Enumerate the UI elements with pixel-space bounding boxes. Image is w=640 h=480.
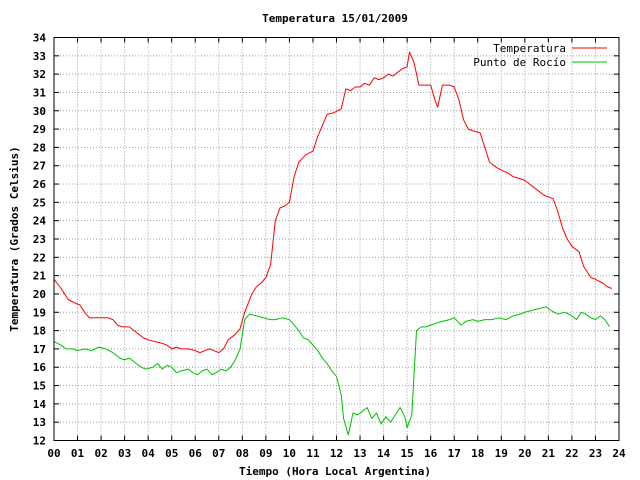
x-tick-label: 06 xyxy=(189,447,203,460)
x-tick-labels: 00 01 02 03 04 05 06 07 08 09 10 11 12 13 14 15 16 17 18 19… xyxy=(47,447,626,460)
chart-title: Temperatura 15/01/2009 xyxy=(262,12,408,25)
y-tick-label: 25 xyxy=(33,196,46,209)
y-tick-label: 34 xyxy=(33,32,47,45)
y-tick-label: 21 xyxy=(33,270,47,283)
x-tick-label: 21 xyxy=(542,447,556,460)
x-tick-label: 09 xyxy=(259,447,272,460)
x-tick-label: 24 xyxy=(612,447,626,460)
y-tick-label: 18 xyxy=(33,325,46,338)
x-tick-label: 01 xyxy=(71,447,85,460)
y-tick-label: 33 xyxy=(33,50,46,63)
x-tick-label: 10 xyxy=(283,447,296,460)
x-tick-label: 13 xyxy=(353,447,366,460)
legend-label: Punto de Rocío xyxy=(473,56,566,69)
y-tick-label: 27 xyxy=(33,160,46,173)
x-tick-label: 05 xyxy=(165,447,178,460)
y-tick-label: 16 xyxy=(33,361,47,374)
y-tick-label: 15 xyxy=(33,380,46,393)
y-tick-label: 22 xyxy=(33,251,46,264)
x-tick-label: 18 xyxy=(471,447,484,460)
x-tick-label: 20 xyxy=(518,447,531,460)
x-tick-label: 19 xyxy=(495,447,508,460)
y-axis-title: Temperatura (Grados Celsius) xyxy=(8,146,21,331)
y-tick-label: 26 xyxy=(33,178,47,191)
y-tick-label: 28 xyxy=(33,141,46,154)
y-tick-label: 23 xyxy=(33,233,46,246)
x-tick-label: 23 xyxy=(589,447,602,460)
x-tick-label: 11 xyxy=(306,447,320,460)
x-tick-label: 08 xyxy=(236,447,249,460)
y-tick-label: 20 xyxy=(33,288,46,301)
y-tick-label: 24 xyxy=(33,215,47,228)
x-tick-label: 00 xyxy=(47,447,60,460)
x-tick-label: 15 xyxy=(401,447,414,460)
y-tick-label: 17 xyxy=(33,343,46,356)
y-tick-label: 30 xyxy=(33,105,46,118)
x-tick-label: 04 xyxy=(142,447,156,460)
legend-label: Temperatura xyxy=(493,42,566,55)
series-line-1 xyxy=(53,51,613,354)
x-tick-label: 02 xyxy=(94,447,107,460)
x-tick-label: 16 xyxy=(424,447,438,460)
x-tick-label: 17 xyxy=(448,447,461,460)
y-tick-label: 14 xyxy=(33,398,47,411)
series-group xyxy=(53,51,613,436)
x-tick-label: 14 xyxy=(377,447,391,460)
x-axis-title: Tiempo (Hora Local Argentina) xyxy=(239,465,431,478)
y-tick-label: 29 xyxy=(33,123,46,136)
x-tick-label: 22 xyxy=(565,447,578,460)
y-tick-label: 31 xyxy=(33,86,47,99)
ticks xyxy=(53,37,620,441)
grid xyxy=(54,37,619,441)
x-tick-label: 12 xyxy=(330,447,343,460)
y-tick-label: 32 xyxy=(33,68,46,81)
y-tick-labels: 12 13 14 15 16 17 18 19 20 21 22 23 24 25 26 27 28 29 30 31… xyxy=(33,32,47,448)
y-tick-label: 13 xyxy=(33,416,46,429)
x-tick-label: 03 xyxy=(118,447,131,460)
series-line-2 xyxy=(53,306,611,436)
y-tick-label: 12 xyxy=(33,435,46,448)
x-tick-label: 07 xyxy=(212,447,225,460)
y-tick-label: 19 xyxy=(33,306,46,319)
